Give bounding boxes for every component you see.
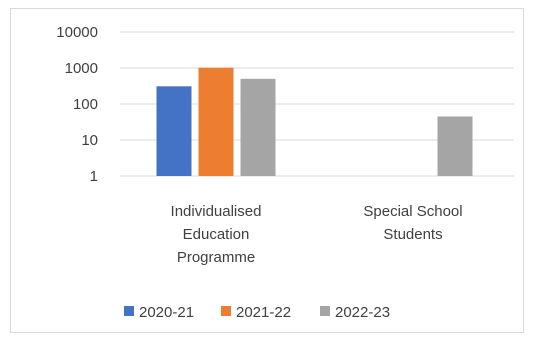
- x-category-label: Students: [383, 226, 442, 243]
- y-tick-label: 10000: [56, 24, 98, 41]
- x-category-label: Special School: [363, 203, 462, 220]
- bar: [240, 78, 276, 176]
- bar: [437, 116, 473, 176]
- y-tick-label: 10: [81, 132, 98, 149]
- x-category-label: Education: [183, 226, 250, 243]
- x-category-label: Programme: [177, 249, 255, 266]
- legend-swatch: [221, 306, 231, 316]
- legend-swatch: [320, 306, 330, 316]
- legend-label: 2022-23: [335, 304, 390, 321]
- legend-label: 2021-22: [236, 304, 291, 321]
- bar: [156, 86, 192, 176]
- y-tick-label: 1: [90, 168, 98, 185]
- y-tick-label: 100: [73, 96, 98, 113]
- y-tick-label: 1000: [65, 60, 98, 77]
- legend-label: 2020-21: [139, 304, 194, 321]
- legend-swatch: [124, 306, 134, 316]
- x-category-label: Individualised: [171, 203, 262, 220]
- bar: [198, 67, 234, 176]
